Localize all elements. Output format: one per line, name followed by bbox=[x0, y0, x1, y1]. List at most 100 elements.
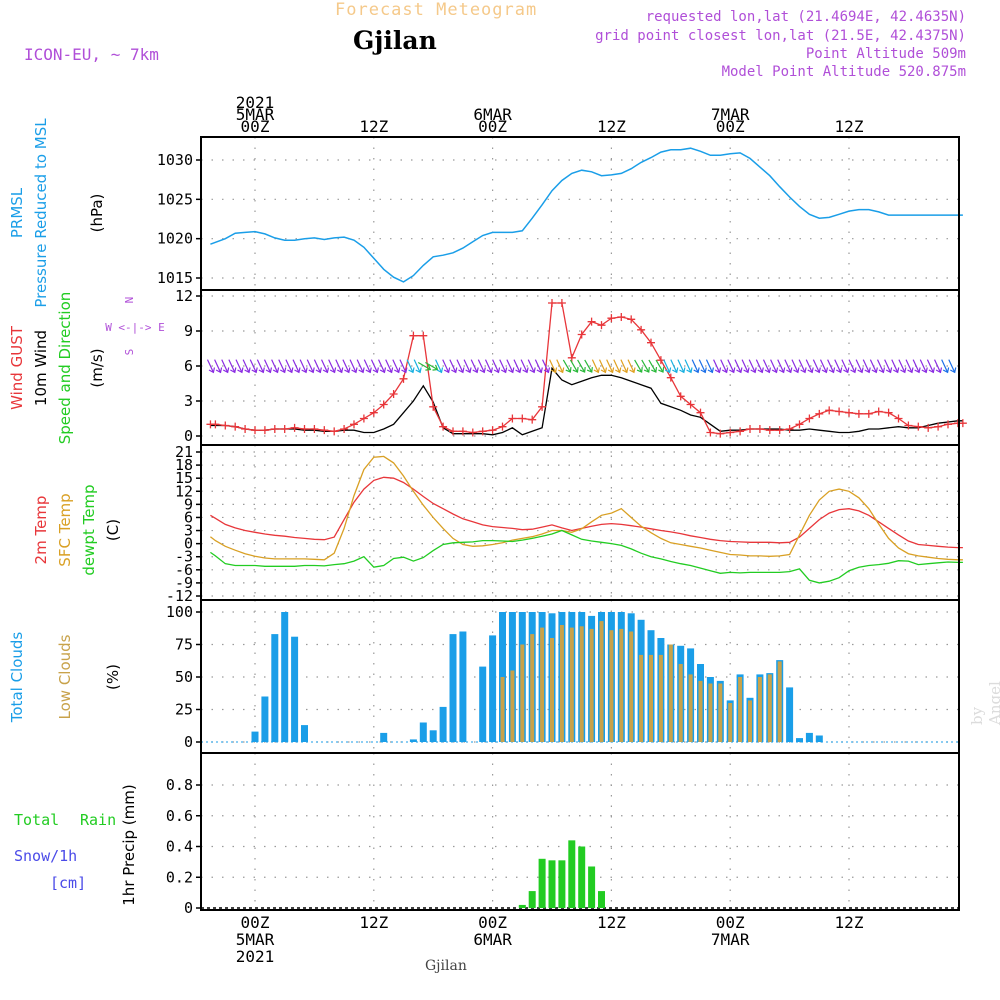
gust-marker bbox=[577, 330, 586, 339]
gust-marker bbox=[488, 426, 497, 435]
gust-marker bbox=[399, 374, 408, 383]
gust-marker bbox=[300, 425, 309, 433]
low-cloud-bar bbox=[757, 677, 762, 742]
top-time-label: 12Z bbox=[359, 117, 388, 136]
gust-marker bbox=[958, 419, 967, 428]
gust-marker bbox=[607, 314, 616, 323]
gust-marker bbox=[508, 414, 517, 423]
wind-direction-arrow bbox=[627, 359, 636, 374]
bottom-time-label: 5MAR bbox=[236, 930, 275, 949]
total-clouds-label: Total Clouds bbox=[8, 632, 26, 724]
top-time-label: 6MAR bbox=[473, 105, 512, 124]
top-time-label: 5MAR bbox=[236, 105, 275, 124]
wind-direction-arrow bbox=[720, 359, 729, 374]
y-tick-label: 0 bbox=[184, 535, 193, 553]
gust-marker bbox=[914, 422, 923, 431]
wind-direction-arrow bbox=[235, 359, 244, 374]
y-tick-label: 1015 bbox=[157, 269, 193, 287]
panel-frame bbox=[200, 752, 960, 911]
gust-marker bbox=[280, 425, 289, 433]
low-cloud-bar bbox=[668, 644, 673, 742]
y-tick-label: 3 bbox=[184, 392, 193, 410]
gust-marker bbox=[854, 409, 863, 418]
wind-direction-arrow bbox=[499, 359, 508, 374]
gust-marker bbox=[241, 425, 250, 433]
low-cloud-bar bbox=[520, 644, 525, 742]
bottom-time-label: 6MAR bbox=[473, 930, 512, 949]
wind-direction-arrow bbox=[449, 359, 458, 374]
gust-marker bbox=[845, 408, 853, 417]
wind-direction-arrow bbox=[862, 359, 871, 374]
low-cloud-bar bbox=[678, 664, 683, 742]
gust-marker bbox=[548, 299, 556, 307]
gust-marker bbox=[617, 313, 626, 321]
rain-bar bbox=[538, 858, 546, 908]
wind-direction-arrow bbox=[727, 359, 736, 374]
wind-direction-arrow bbox=[876, 359, 886, 374]
bottom-time-label: 12Z bbox=[835, 913, 864, 932]
wind-direction-arrow bbox=[313, 359, 322, 374]
bottom-time-label: 12Z bbox=[359, 913, 388, 932]
bottom-time-label: 7MAR bbox=[711, 930, 750, 949]
total-cloud-bar bbox=[419, 722, 427, 742]
total-cloud-bar bbox=[380, 732, 388, 742]
gust-marker bbox=[538, 402, 547, 411]
wind-direction-arrow bbox=[827, 359, 836, 374]
wind-direction-arrow bbox=[534, 359, 543, 374]
grid-point-coords: grid point closest lon,lat (21.5E, 42.43… bbox=[595, 28, 966, 44]
y-tick-label: 1030 bbox=[157, 151, 193, 169]
wind-gust-line bbox=[210, 302, 963, 435]
wind-direction-arrow bbox=[912, 359, 921, 374]
top-time-label: 12Z bbox=[835, 117, 864, 136]
dewpoint-line bbox=[210, 529, 963, 584]
wind-direction-arrow bbox=[392, 359, 401, 374]
low-cloud-bar bbox=[777, 661, 782, 742]
gust-marker bbox=[934, 422, 943, 431]
gust-marker bbox=[290, 423, 299, 432]
wind-direction-arrow bbox=[584, 359, 593, 373]
rain-bar bbox=[578, 846, 586, 908]
rain-bar bbox=[588, 866, 596, 908]
top-time-label: 12Z bbox=[597, 117, 626, 136]
wind-direction-arrow bbox=[406, 359, 415, 374]
low-cloud-bar bbox=[589, 628, 594, 742]
wind-speed-line bbox=[210, 366, 963, 436]
y-tick-label: 0 bbox=[184, 733, 193, 751]
gust-marker bbox=[350, 420, 358, 429]
wind-direction-arrow bbox=[598, 359, 608, 374]
gust-marker bbox=[221, 421, 230, 430]
wind-direction-arrow bbox=[206, 359, 216, 374]
gust-marker bbox=[686, 400, 695, 409]
wind-direction-arrow bbox=[256, 359, 265, 374]
wind-direction-arrow bbox=[456, 359, 465, 374]
wind-direction-arrow bbox=[620, 359, 629, 374]
footer-location: Gjilan bbox=[425, 958, 467, 974]
gust-marker bbox=[795, 420, 804, 429]
wind-direction-arrow bbox=[655, 359, 665, 373]
y-tick-label: 6 bbox=[184, 357, 193, 375]
gust-marker bbox=[904, 421, 913, 430]
gust-marker bbox=[874, 407, 883, 416]
gust-marker bbox=[765, 426, 774, 435]
y-tick-label: 12 bbox=[175, 482, 193, 500]
wind-direction-arrow bbox=[228, 359, 237, 374]
wind-direction-arrow bbox=[349, 359, 358, 374]
gust-marker bbox=[439, 422, 448, 431]
gust-marker bbox=[746, 425, 754, 433]
wind-direction-arrow bbox=[805, 359, 814, 374]
rain-label: Rain bbox=[80, 811, 116, 829]
wind-direction-arrow bbox=[884, 359, 893, 374]
gust-marker bbox=[359, 414, 368, 423]
pressure-line bbox=[210, 147, 963, 283]
wind-direction-arrow bbox=[569, 359, 579, 373]
wind-direction-arrow bbox=[705, 359, 714, 374]
rain-bar bbox=[548, 860, 556, 908]
gust-marker bbox=[379, 400, 388, 409]
rain-bar bbox=[568, 840, 576, 908]
gust-marker bbox=[696, 408, 705, 417]
precip-unit: 1hr Precip (mm) bbox=[120, 784, 138, 905]
wind-direction-arrow bbox=[898, 359, 907, 374]
wind-direction-arrow bbox=[477, 359, 486, 374]
y-tick-label: 6 bbox=[184, 508, 193, 526]
wind-direction-arrow bbox=[549, 359, 558, 374]
